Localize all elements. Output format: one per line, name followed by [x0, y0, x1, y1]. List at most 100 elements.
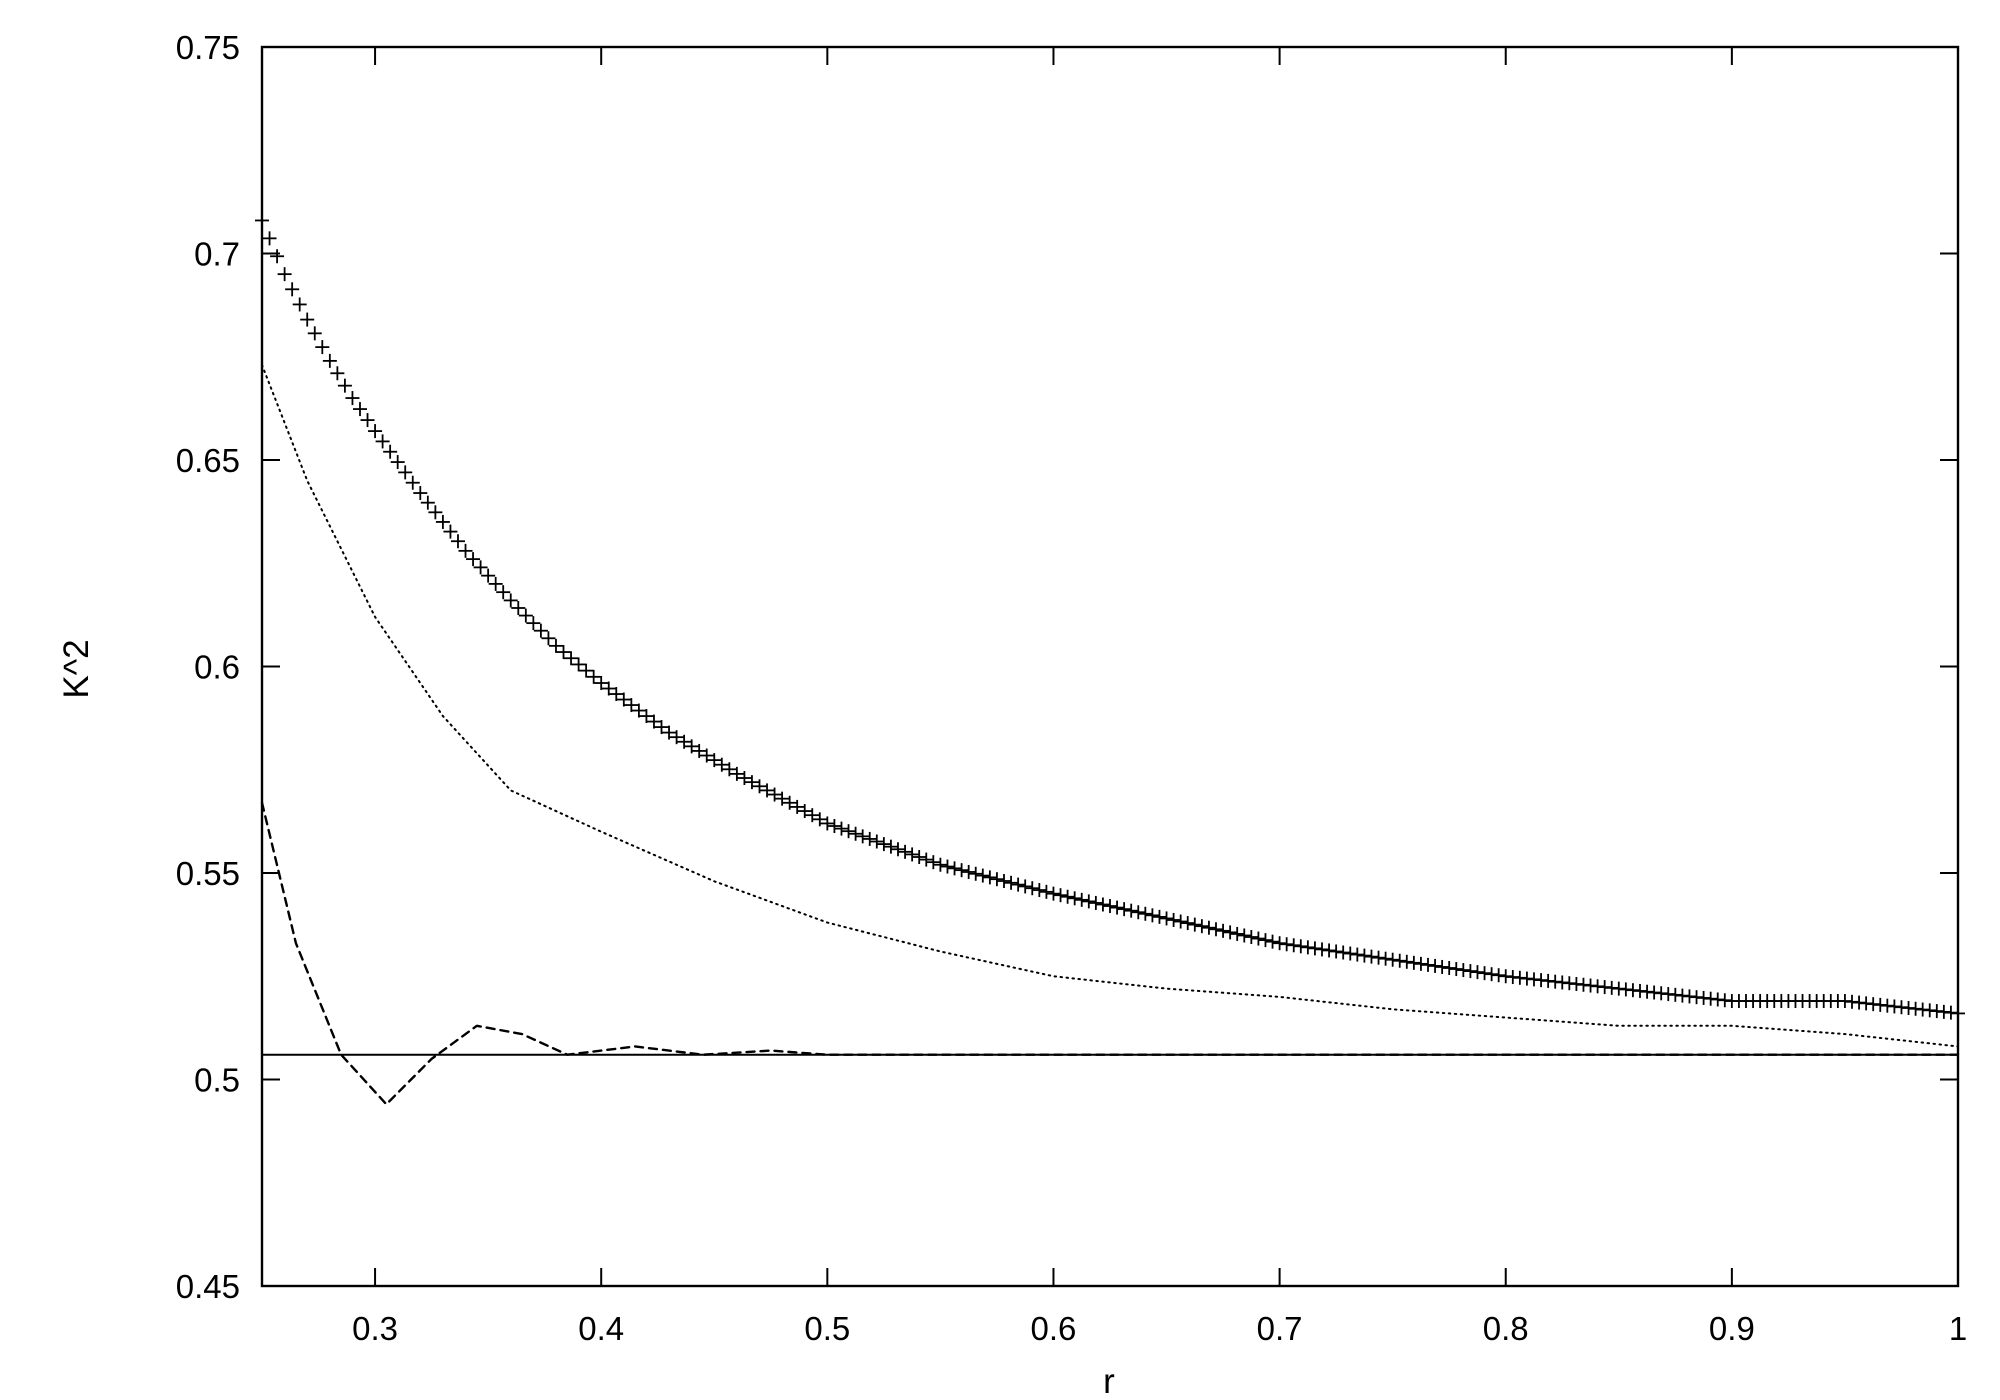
plus-marker	[1399, 954, 1414, 969]
x-tick-label: 0.3	[352, 1310, 398, 1347]
plus-marker	[1406, 955, 1421, 970]
plus-marker	[1230, 926, 1245, 941]
plus-marker	[797, 804, 812, 819]
x-tick-label: 1	[1949, 1310, 1967, 1347]
plus-marker	[1166, 912, 1181, 927]
plus-marker	[1449, 962, 1464, 977]
plus-marker	[684, 739, 699, 754]
plus-marker	[639, 709, 654, 724]
plus-marker	[1343, 946, 1358, 961]
plus-marker	[834, 821, 849, 836]
plus-marker	[1124, 903, 1139, 918]
plus-marker	[752, 779, 767, 794]
plus-marker	[1067, 891, 1082, 906]
plus-marker	[1357, 948, 1372, 963]
plus-marker	[1272, 936, 1287, 951]
plus-marker	[1032, 883, 1047, 898]
plus-marker	[1336, 945, 1351, 960]
plus-marker	[767, 787, 782, 802]
plus-marker	[1307, 941, 1322, 956]
plus-marker	[848, 826, 863, 841]
plus-marker	[1173, 914, 1188, 929]
plus-marker	[1088, 895, 1103, 910]
plus-marker	[997, 874, 1011, 889]
plus-marker	[1201, 920, 1216, 935]
plus-marker	[330, 366, 345, 381]
plus-marker	[677, 734, 692, 749]
plus-marker	[488, 576, 503, 591]
plus-marker	[891, 842, 905, 857]
plus-marker	[1060, 889, 1075, 904]
plus-marker	[744, 775, 759, 790]
plus-marker	[435, 514, 450, 529]
plus-marker	[624, 698, 639, 713]
plus-marker	[315, 340, 330, 355]
plus-marker	[345, 391, 360, 406]
plus-marker	[654, 720, 669, 735]
dashed-series-line	[260, 801, 1960, 1106]
plus-marker	[390, 455, 405, 470]
x-tick-label: 0.7	[1257, 1310, 1303, 1347]
plus-marker	[1152, 909, 1167, 924]
plus-marker	[473, 560, 488, 575]
plus-marker	[533, 623, 548, 638]
plus-marker	[292, 297, 307, 312]
plus-marker	[760, 783, 775, 798]
plus-marker	[1145, 908, 1160, 923]
y-tick-label: 0.7	[194, 236, 240, 273]
plus-marker	[360, 413, 375, 428]
plus-marker	[1180, 916, 1195, 931]
plus-marker	[1244, 930, 1259, 945]
plus-marker	[905, 847, 920, 862]
plus-marker	[898, 844, 913, 859]
plus-marker	[368, 424, 383, 439]
plot-frame	[260, 45, 1960, 1288]
plus-marker	[571, 657, 586, 672]
plus-marker	[548, 638, 563, 653]
y-tick-label: 0.6	[194, 649, 240, 686]
plus-marker	[961, 864, 976, 879]
plus-marker	[616, 692, 631, 707]
plus-marker	[1315, 942, 1329, 957]
plus-marker	[812, 812, 827, 827]
plus-marker	[1463, 964, 1478, 979]
plus-marker	[1470, 965, 1485, 980]
plus-marker	[1350, 947, 1365, 962]
plus-marker	[883, 839, 898, 854]
plus-marker	[322, 353, 337, 368]
plus-marker	[1293, 939, 1308, 954]
plus-marker	[827, 819, 842, 834]
y-tick-label: 0.55	[176, 855, 240, 892]
plus-marker	[556, 645, 571, 660]
y-tick-label: 0.75	[176, 29, 240, 66]
plus-marker	[737, 771, 752, 786]
plus-marker	[1194, 919, 1209, 934]
plus-marker	[1074, 892, 1089, 907]
plus-marker	[1095, 897, 1110, 912]
plus-marker	[714, 757, 729, 772]
plus-marker	[1011, 877, 1026, 892]
plus-marker	[1484, 967, 1499, 982]
plus-marker	[940, 859, 955, 874]
x-tick-label: 0.9	[1709, 1310, 1755, 1347]
plus-marker	[1018, 879, 1033, 894]
plus-marker	[1329, 944, 1344, 959]
plus-marker	[526, 616, 541, 631]
plus-marker	[869, 834, 884, 849]
plus-marker	[352, 402, 367, 417]
plus-marker	[1131, 905, 1146, 920]
plus-marker	[1053, 888, 1068, 903]
plus-marker	[1046, 886, 1061, 901]
plus-marker	[947, 861, 962, 876]
plus-marker	[1216, 923, 1231, 938]
plus-marker	[1385, 952, 1400, 967]
plus-marker	[862, 831, 877, 846]
plus-marker	[692, 743, 707, 758]
plus-marker	[1435, 959, 1450, 974]
x-axis-label: r	[1103, 1362, 1115, 1400]
plus-marker	[511, 600, 526, 615]
plus-marker	[307, 326, 322, 341]
x-tick-label: 0.5	[804, 1310, 850, 1347]
